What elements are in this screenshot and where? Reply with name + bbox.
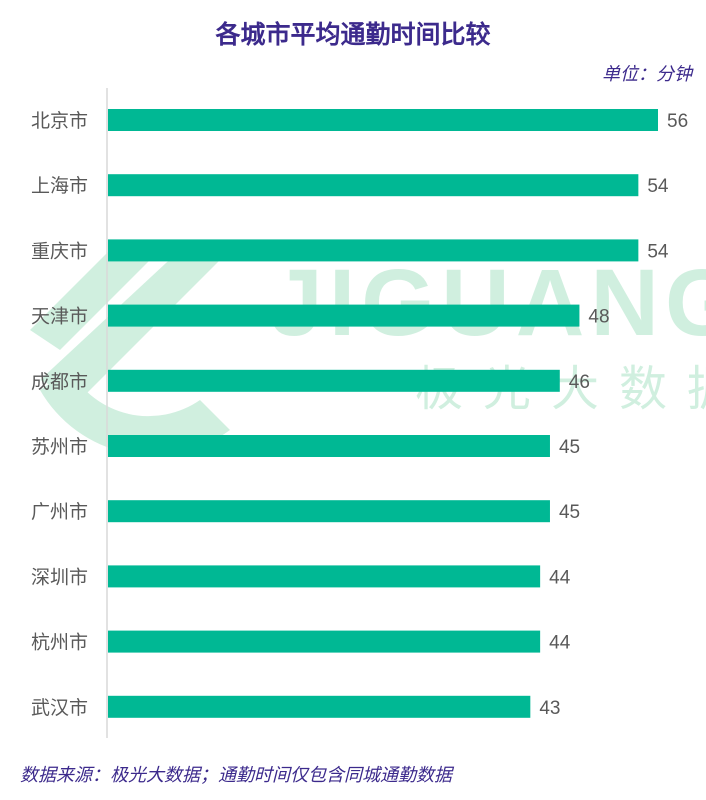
category-label: 苏州市 <box>31 436 88 458</box>
bar <box>108 304 580 327</box>
source-note: 数据来源：极光大数据；通勤时间仅包含同城通勤数据 <box>20 765 455 786</box>
unit-note: 单位：分钟 <box>602 64 694 85</box>
bar <box>108 630 541 653</box>
bar-row: 杭州市 44 <box>31 630 571 654</box>
data-label: 44 <box>549 633 571 654</box>
data-label: 56 <box>667 111 688 132</box>
bar-row: 北京市 56 <box>31 109 688 132</box>
category-label: 深圳市 <box>31 566 88 588</box>
data-label: 48 <box>588 307 609 328</box>
data-label: 45 <box>559 502 580 523</box>
category-label: 广州市 <box>31 501 88 523</box>
data-label: 43 <box>539 698 560 719</box>
bar-row: 武汉市 43 <box>31 695 560 719</box>
watermark-brand-en: JIGUANG <box>270 250 706 356</box>
bar-row: 深圳市 44 <box>31 565 571 588</box>
data-label: 54 <box>647 176 669 197</box>
bar-row: 上海市 54 <box>31 174 669 197</box>
bar <box>108 565 541 588</box>
bar-row: 重庆市 54 <box>31 239 669 262</box>
bar <box>108 174 639 197</box>
category-label: 成都市 <box>31 371 88 393</box>
bar <box>108 695 531 718</box>
data-label: 46 <box>569 372 590 393</box>
bar-row: 广州市 45 <box>31 500 580 523</box>
category-label: 北京市 <box>31 110 88 132</box>
data-label: 44 <box>549 567 571 588</box>
jiguang-logo <box>30 240 230 456</box>
bar <box>108 239 639 262</box>
category-label: 天津市 <box>31 306 88 328</box>
bar-row: 成都市 46 <box>31 369 590 393</box>
category-label: 武汉市 <box>31 697 88 719</box>
chart-title: 各城市平均通勤时间比较 <box>214 20 490 49</box>
category-label: 重庆市 <box>31 240 88 262</box>
watermark: JIGUANG 极光大数据 <box>30 240 706 456</box>
data-label: 45 <box>559 437 580 458</box>
category-label: 上海市 <box>31 175 88 197</box>
bar <box>108 369 560 392</box>
data-label: 54 <box>647 241 669 262</box>
bar-row: 天津市 48 <box>31 304 610 328</box>
bar-row: 苏州市 45 <box>31 435 580 458</box>
bar <box>108 500 550 523</box>
bar <box>108 435 550 457</box>
category-label: 杭州市 <box>31 632 88 654</box>
bar <box>108 109 658 131</box>
